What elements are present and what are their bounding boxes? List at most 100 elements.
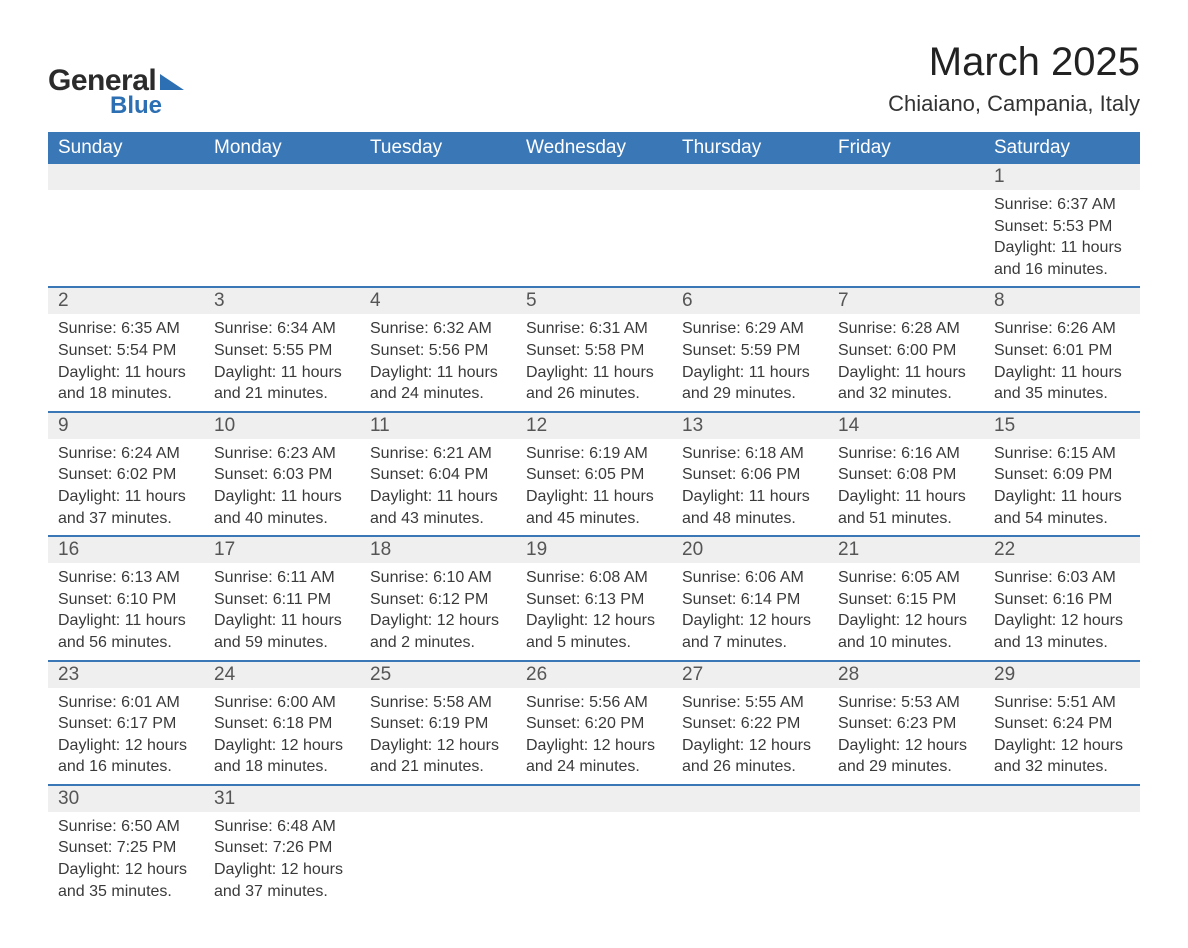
- detail-row: Sunrise: 6:13 AMSunset: 6:10 PMDaylight:…: [48, 563, 1140, 660]
- sunrise-text: Sunrise: 6:35 AM: [58, 318, 194, 340]
- sunrise-text: Sunrise: 6:00 AM: [214, 692, 350, 714]
- day-number-cell: 16: [48, 536, 204, 563]
- day-number-cell: 15: [984, 412, 1140, 439]
- col-saturday: Saturday: [984, 132, 1140, 164]
- day-number-cell: 23: [48, 661, 204, 688]
- daylight-line2: and 10 minutes.: [838, 632, 974, 654]
- day-detail-cell: [360, 812, 516, 908]
- day-detail-cell: Sunrise: 6:01 AMSunset: 6:17 PMDaylight:…: [48, 688, 204, 785]
- daylight-line2: and 21 minutes.: [370, 756, 506, 778]
- daylight-line2: and 24 minutes.: [526, 756, 662, 778]
- sunset-text: Sunset: 6:15 PM: [838, 589, 974, 611]
- sunrise-text: Sunrise: 6:26 AM: [994, 318, 1130, 340]
- day-number-cell: 1: [984, 164, 1140, 190]
- sunrise-text: Sunrise: 6:18 AM: [682, 443, 818, 465]
- daylight-line1: Daylight: 12 hours: [682, 610, 818, 632]
- day-number-cell: [828, 785, 984, 812]
- day-detail-cell: Sunrise: 6:50 AMSunset: 7:25 PMDaylight:…: [48, 812, 204, 908]
- daylight-line2: and 18 minutes.: [214, 756, 350, 778]
- daylight-line1: Daylight: 12 hours: [526, 735, 662, 757]
- day-detail-cell: Sunrise: 5:53 AMSunset: 6:23 PMDaylight:…: [828, 688, 984, 785]
- daylight-line1: Daylight: 11 hours: [526, 486, 662, 508]
- daylight-line1: Daylight: 12 hours: [994, 610, 1130, 632]
- sunset-text: Sunset: 6:03 PM: [214, 464, 350, 486]
- day-number-cell: [204, 164, 360, 190]
- daylight-line1: Daylight: 12 hours: [994, 735, 1130, 757]
- sunset-text: Sunset: 6:24 PM: [994, 713, 1130, 735]
- daylight-line2: and 32 minutes.: [994, 756, 1130, 778]
- day-detail-cell: Sunrise: 6:03 AMSunset: 6:16 PMDaylight:…: [984, 563, 1140, 660]
- daylight-line1: Daylight: 11 hours: [58, 610, 194, 632]
- day-number-cell: [48, 164, 204, 190]
- sunrise-text: Sunrise: 6:34 AM: [214, 318, 350, 340]
- day-number-cell: 6: [672, 287, 828, 314]
- sunrise-text: Sunrise: 6:50 AM: [58, 816, 194, 838]
- day-number-cell: [360, 164, 516, 190]
- daylight-line1: Daylight: 11 hours: [682, 362, 818, 384]
- detail-row: Sunrise: 6:01 AMSunset: 6:17 PMDaylight:…: [48, 688, 1140, 785]
- logo-triangle-icon: [160, 74, 184, 90]
- day-detail-cell: [984, 812, 1140, 908]
- logo-text-blue: Blue: [110, 92, 184, 120]
- day-number-cell: [672, 164, 828, 190]
- daylight-line2: and 45 minutes.: [526, 508, 662, 530]
- daynum-row: 3031: [48, 785, 1140, 812]
- daylight-line1: Daylight: 12 hours: [682, 735, 818, 757]
- col-friday: Friday: [828, 132, 984, 164]
- sunrise-text: Sunrise: 6:24 AM: [58, 443, 194, 465]
- weekday-header-row: Sunday Monday Tuesday Wednesday Thursday…: [48, 132, 1140, 164]
- sunset-text: Sunset: 6:08 PM: [838, 464, 974, 486]
- day-detail-cell: Sunrise: 6:06 AMSunset: 6:14 PMDaylight:…: [672, 563, 828, 660]
- day-detail-cell: Sunrise: 6:19 AMSunset: 6:05 PMDaylight:…: [516, 439, 672, 536]
- day-number-cell: 12: [516, 412, 672, 439]
- day-number-cell: 20: [672, 536, 828, 563]
- day-detail-cell: [516, 190, 672, 287]
- day-detail-cell: Sunrise: 6:21 AMSunset: 6:04 PMDaylight:…: [360, 439, 516, 536]
- sunset-text: Sunset: 7:25 PM: [58, 837, 194, 859]
- day-detail-cell: Sunrise: 5:58 AMSunset: 6:19 PMDaylight:…: [360, 688, 516, 785]
- day-detail-cell: Sunrise: 6:31 AMSunset: 5:58 PMDaylight:…: [516, 314, 672, 411]
- col-monday: Monday: [204, 132, 360, 164]
- daylight-line1: Daylight: 11 hours: [994, 486, 1130, 508]
- daynum-row: 23242526272829: [48, 661, 1140, 688]
- day-number-cell: [516, 164, 672, 190]
- daylight-line2: and 37 minutes.: [58, 508, 194, 530]
- daylight-line1: Daylight: 12 hours: [214, 735, 350, 757]
- day-detail-cell: [828, 190, 984, 287]
- sunrise-text: Sunrise: 6:08 AM: [526, 567, 662, 589]
- day-number-cell: 17: [204, 536, 360, 563]
- daynum-row: 1: [48, 164, 1140, 190]
- daylight-line1: Daylight: 11 hours: [58, 362, 194, 384]
- day-detail-cell: [48, 190, 204, 287]
- daynum-row: 2345678: [48, 287, 1140, 314]
- sunset-text: Sunset: 6:18 PM: [214, 713, 350, 735]
- day-detail-cell: Sunrise: 6:34 AMSunset: 5:55 PMDaylight:…: [204, 314, 360, 411]
- daylight-line2: and 26 minutes.: [526, 383, 662, 405]
- sunset-text: Sunset: 6:20 PM: [526, 713, 662, 735]
- sunrise-text: Sunrise: 6:03 AM: [994, 567, 1130, 589]
- sunrise-text: Sunrise: 6:10 AM: [370, 567, 506, 589]
- day-number-cell: 29: [984, 661, 1140, 688]
- day-detail-cell: Sunrise: 6:00 AMSunset: 6:18 PMDaylight:…: [204, 688, 360, 785]
- daylight-line2: and 43 minutes.: [370, 508, 506, 530]
- sunset-text: Sunset: 6:19 PM: [370, 713, 506, 735]
- day-number-cell: 27: [672, 661, 828, 688]
- day-number-cell: 28: [828, 661, 984, 688]
- day-detail-cell: [672, 190, 828, 287]
- day-detail-cell: Sunrise: 6:05 AMSunset: 6:15 PMDaylight:…: [828, 563, 984, 660]
- sunrise-text: Sunrise: 6:29 AM: [682, 318, 818, 340]
- daylight-line1: Daylight: 11 hours: [838, 486, 974, 508]
- daylight-line2: and 35 minutes.: [994, 383, 1130, 405]
- logo: General Blue: [48, 64, 184, 120]
- daylight-line1: Daylight: 11 hours: [58, 486, 194, 508]
- daylight-line1: Daylight: 12 hours: [58, 735, 194, 757]
- daylight-line1: Daylight: 11 hours: [370, 362, 506, 384]
- sunset-text: Sunset: 6:17 PM: [58, 713, 194, 735]
- daylight-line1: Daylight: 12 hours: [370, 610, 506, 632]
- daylight-line1: Daylight: 11 hours: [214, 610, 350, 632]
- daylight-line1: Daylight: 11 hours: [214, 362, 350, 384]
- daynum-row: 16171819202122: [48, 536, 1140, 563]
- daylight-line2: and 21 minutes.: [214, 383, 350, 405]
- sunrise-text: Sunrise: 6:15 AM: [994, 443, 1130, 465]
- calendar-table: Sunday Monday Tuesday Wednesday Thursday…: [48, 132, 1140, 908]
